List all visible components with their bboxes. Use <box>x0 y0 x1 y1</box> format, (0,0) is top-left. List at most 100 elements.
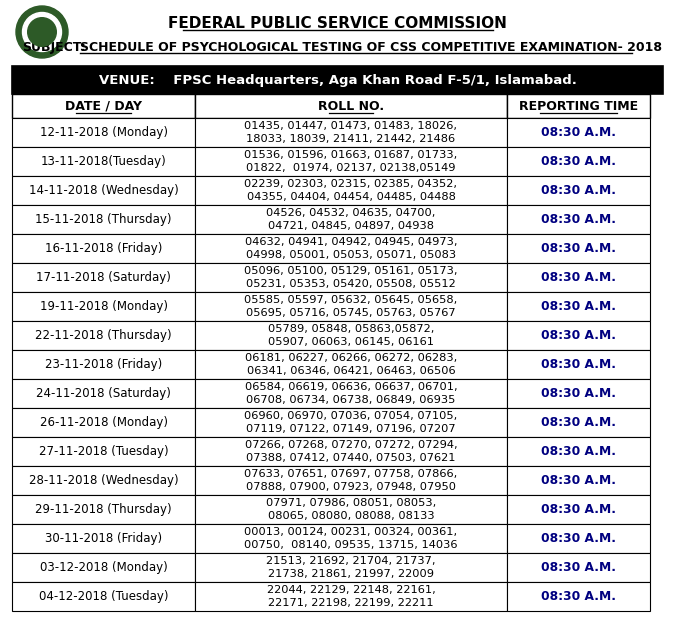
Text: 05096, 05100, 05129, 05161, 05173,
05231, 05353, 05420, 05508, 05512: 05096, 05100, 05129, 05161, 05173, 05231… <box>244 265 458 289</box>
Text: 08:30 A.M.: 08:30 A.M. <box>541 387 616 400</box>
Text: 05789, 05848, 05863,05872,
05907, 06063, 06145, 06161: 05789, 05848, 05863,05872, 05907, 06063,… <box>268 324 434 347</box>
Bar <box>507 234 650 263</box>
Circle shape <box>22 13 61 52</box>
Text: DATE / DAY: DATE / DAY <box>65 99 142 113</box>
Text: 08:30 A.M.: 08:30 A.M. <box>541 358 616 371</box>
Text: 00013, 00124, 00231, 00324, 00361,
00750,  08140, 09535, 13715, 14036: 00013, 00124, 00231, 00324, 00361, 00750… <box>244 526 458 550</box>
Text: 08:30 A.M.: 08:30 A.M. <box>541 242 616 255</box>
Text: 26-11-2018 (Monday): 26-11-2018 (Monday) <box>40 416 167 429</box>
Text: 27-11-2018 (Tuesday): 27-11-2018 (Tuesday) <box>38 445 168 458</box>
Bar <box>507 321 650 350</box>
Bar <box>12 176 195 205</box>
Bar <box>195 205 507 234</box>
Text: 14-11-2018 (Wednesday): 14-11-2018 (Wednesday) <box>28 184 178 197</box>
Bar <box>12 94 195 118</box>
Bar <box>195 495 507 524</box>
Text: 08:30 A.M.: 08:30 A.M. <box>541 590 616 603</box>
Text: 08:30 A.M.: 08:30 A.M. <box>541 416 616 429</box>
Bar <box>195 147 507 176</box>
Text: 07971, 07986, 08051, 08053,
08065, 08080, 08088, 08133: 07971, 07986, 08051, 08053, 08065, 08080… <box>266 498 436 521</box>
Bar <box>195 582 507 611</box>
Bar <box>195 118 507 147</box>
Text: 08:30 A.M.: 08:30 A.M. <box>541 184 616 197</box>
Bar <box>507 176 650 205</box>
Bar <box>195 94 507 118</box>
Bar <box>507 553 650 582</box>
Bar <box>507 205 650 234</box>
Bar <box>12 379 195 408</box>
Text: 07633, 07651, 07697, 07758, 07866,
07888, 07900, 07923, 07948, 07950: 07633, 07651, 07697, 07758, 07866, 07888… <box>244 469 458 493</box>
Text: 05585, 05597, 05632, 05645, 05658,
05695, 05716, 05745, 05763, 05767: 05585, 05597, 05632, 05645, 05658, 05695… <box>244 295 458 318</box>
Bar <box>12 582 195 611</box>
Text: 02239, 02303, 02315, 02385, 04352,
04355, 04404, 04454, 04485, 04488: 02239, 02303, 02315, 02385, 04352, 04355… <box>244 179 458 203</box>
Text: 01435, 01447, 01473, 01483, 18026,
18033, 18039, 21411, 21442, 21486: 01435, 01447, 01473, 01483, 18026, 18033… <box>244 121 458 144</box>
Bar <box>195 466 507 495</box>
Text: 04632, 04941, 04942, 04945, 04973,
04998, 05001, 05053, 05071, 05083: 04632, 04941, 04942, 04945, 04973, 04998… <box>245 237 457 260</box>
Text: 08:30 A.M.: 08:30 A.M. <box>541 561 616 574</box>
Text: VENUE:    FPSC Headquarters, Aga Khan Road F-5/1, Islamabad.: VENUE: FPSC Headquarters, Aga Khan Road … <box>99 74 576 87</box>
Text: 17-11-2018 (Saturday): 17-11-2018 (Saturday) <box>36 271 171 284</box>
Text: 08:30 A.M.: 08:30 A.M. <box>541 126 616 139</box>
Text: 04-12-2018 (Tuesday): 04-12-2018 (Tuesday) <box>38 590 168 603</box>
Text: 01536, 01596, 01663, 01687, 01733,
01822,  01974, 02137, 02138,05149: 01536, 01596, 01663, 01687, 01733, 01822… <box>244 150 458 174</box>
Text: 08:30 A.M.: 08:30 A.M. <box>541 532 616 545</box>
Bar <box>507 118 650 147</box>
Bar <box>12 437 195 466</box>
Bar <box>12 321 195 350</box>
Bar <box>12 66 663 94</box>
Bar <box>12 466 195 495</box>
Bar <box>195 321 507 350</box>
Text: 13-11-2018(Tuesday): 13-11-2018(Tuesday) <box>40 155 166 168</box>
Text: 30-11-2018 (Friday): 30-11-2018 (Friday) <box>45 532 162 545</box>
Bar <box>12 118 195 147</box>
Circle shape <box>28 18 56 47</box>
Text: 08:30 A.M.: 08:30 A.M. <box>541 155 616 168</box>
Text: FEDERAL PUBLIC SERVICE COMMISSION: FEDERAL PUBLIC SERVICE COMMISSION <box>168 16 507 31</box>
Text: 21513, 21692, 21704, 21737,
21738, 21861, 21997, 22009: 21513, 21692, 21704, 21737, 21738, 21861… <box>266 556 436 579</box>
Text: 22-11-2018 (Thursday): 22-11-2018 (Thursday) <box>35 329 172 342</box>
Text: 08:30 A.M.: 08:30 A.M. <box>541 329 616 342</box>
Text: 28-11-2018 (Wednesday): 28-11-2018 (Wednesday) <box>28 474 178 487</box>
Bar <box>12 350 195 379</box>
Bar <box>12 553 195 582</box>
Text: 08:30 A.M.: 08:30 A.M. <box>541 474 616 487</box>
Bar <box>12 495 195 524</box>
Bar <box>507 495 650 524</box>
Bar <box>195 263 507 292</box>
Text: REPORTING TIME: REPORTING TIME <box>519 99 638 113</box>
Bar <box>507 466 650 495</box>
Text: 08:30 A.M.: 08:30 A.M. <box>541 445 616 458</box>
Bar <box>195 408 507 437</box>
Bar <box>507 147 650 176</box>
Bar <box>195 292 507 321</box>
Bar <box>12 263 195 292</box>
Text: 16-11-2018 (Friday): 16-11-2018 (Friday) <box>45 242 162 255</box>
Circle shape <box>16 6 68 58</box>
Text: 08:30 A.M.: 08:30 A.M. <box>541 271 616 284</box>
Bar <box>12 292 195 321</box>
Bar <box>12 408 195 437</box>
Bar <box>12 234 195 263</box>
Text: 06584, 06619, 06636, 06637, 06701,
06708, 06734, 06738, 06849, 06935: 06584, 06619, 06636, 06637, 06701, 06708… <box>244 382 458 405</box>
Bar <box>507 94 650 118</box>
Text: 04526, 04532, 04635, 04700,
04721, 04845, 04897, 04938: 04526, 04532, 04635, 04700, 04721, 04845… <box>267 208 435 231</box>
Bar <box>195 176 507 205</box>
Bar <box>507 524 650 553</box>
Bar <box>507 350 650 379</box>
Text: SCHEDULE OF PSYCHOLOGICAL TESTING OF CSS COMPETITIVE EXAMINATION- 2018: SCHEDULE OF PSYCHOLOGICAL TESTING OF CSS… <box>80 41 662 54</box>
Bar <box>12 147 195 176</box>
Text: ROLL NO.: ROLL NO. <box>318 99 384 113</box>
Bar <box>195 524 507 553</box>
Bar <box>195 234 507 263</box>
Bar <box>507 263 650 292</box>
Text: 07266, 07268, 07270, 07272, 07294,
07388, 07412, 07440, 07503, 07621: 07266, 07268, 07270, 07272, 07294, 07388… <box>244 440 458 464</box>
Text: 24-11-2018 (Saturday): 24-11-2018 (Saturday) <box>36 387 171 400</box>
Bar <box>12 524 195 553</box>
Bar <box>12 205 195 234</box>
Text: 08:30 A.M.: 08:30 A.M. <box>541 503 616 516</box>
Bar <box>195 350 507 379</box>
Text: 19-11-2018 (Monday): 19-11-2018 (Monday) <box>40 300 167 313</box>
Text: 08:30 A.M.: 08:30 A.M. <box>541 213 616 226</box>
Bar <box>507 582 650 611</box>
Text: SUBJECT:: SUBJECT: <box>22 41 86 54</box>
